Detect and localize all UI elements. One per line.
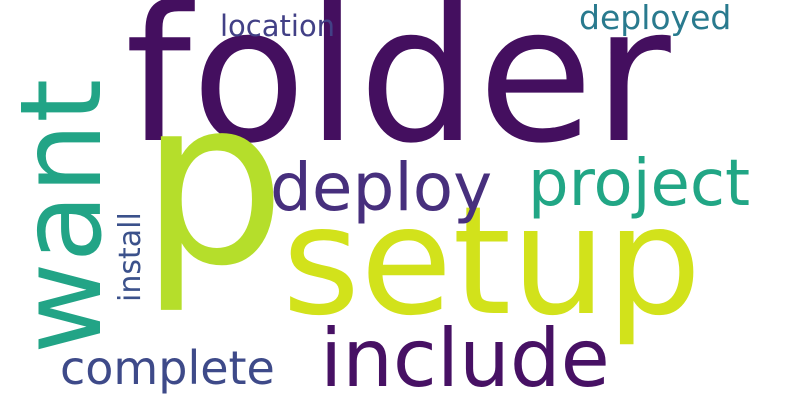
word-want: want bbox=[0, 79, 127, 354]
word-location: location bbox=[220, 9, 335, 43]
word-install: install bbox=[113, 212, 148, 302]
word-p: p bbox=[140, 50, 286, 317]
word-deployed: deployed bbox=[579, 0, 731, 37]
word-setup: setup bbox=[282, 175, 702, 349]
word-include: include bbox=[320, 312, 610, 400]
word-complete: complete bbox=[60, 341, 275, 395]
word-folder: folder bbox=[125, 0, 671, 185]
word-project: project bbox=[528, 147, 750, 221]
word-deploy: deploy bbox=[270, 149, 492, 226]
